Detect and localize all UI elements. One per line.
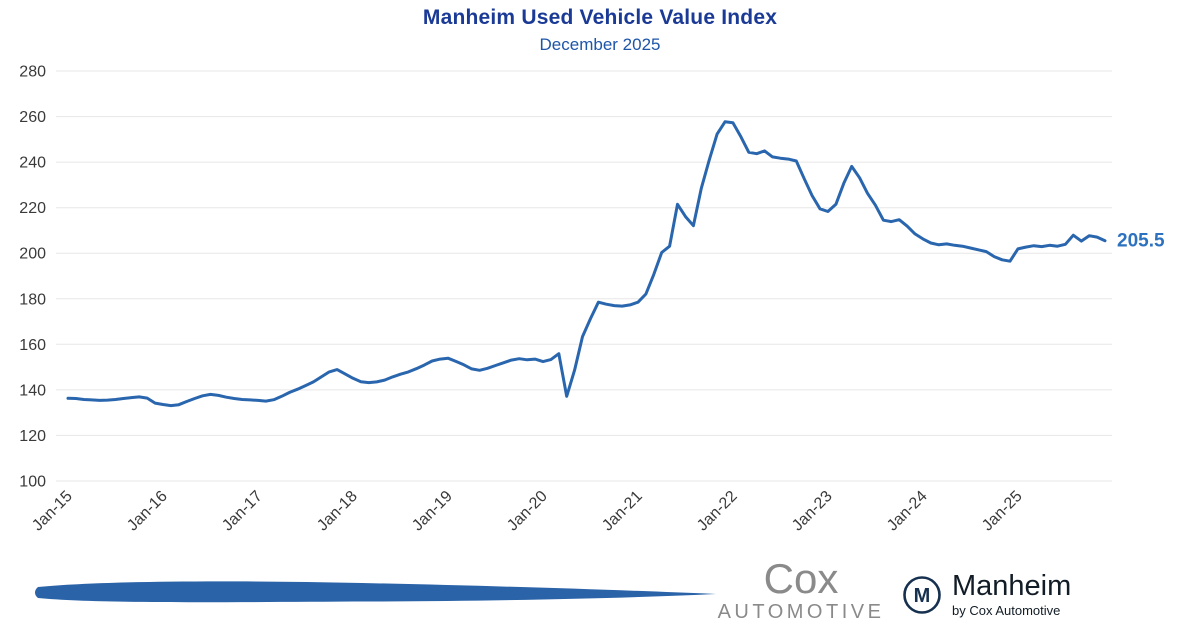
svg-text:140: 140 [19, 382, 46, 399]
chart-header: Manheim Used Vehicle Value Index Decembe… [0, 6, 1200, 55]
svg-text:Jan-25: Jan-25 [979, 488, 1026, 535]
svg-text:Jan-16: Jan-16 [124, 488, 171, 535]
svg-text:Jan-17: Jan-17 [219, 488, 266, 535]
svg-text:Jan-20: Jan-20 [504, 488, 551, 535]
svg-text:Jan-23: Jan-23 [789, 488, 836, 535]
manheim-monogram-letter: M [914, 585, 931, 607]
svg-text:Jan-19: Jan-19 [409, 488, 456, 535]
chart-subtitle: December 2025 [539, 35, 661, 54]
svg-text:Jan-24: Jan-24 [884, 488, 931, 535]
manheim-logo: M Manheim by Cox Automotive [901, 572, 1071, 618]
svg-text:220: 220 [19, 200, 46, 217]
x-axis-labels: Jan-15 Jan-16 Jan-17 Jan-18 Jan-19 Jan-20 Jan-… [29, 488, 1026, 535]
index-line [66, 120, 1107, 408]
svg-text:120: 120 [19, 428, 46, 445]
cox-automotive-label: AUTOMOTIVE [717, 601, 885, 623]
manheim-wordmark: Manheim [952, 570, 1072, 602]
chart-title: Manheim Used Vehicle Value Index [422, 6, 778, 29]
svg-text:Jan-15: Jan-15 [29, 488, 76, 535]
svg-text:Jan-22: Jan-22 [694, 488, 741, 535]
svg-text:Jan-18: Jan-18 [314, 488, 361, 535]
gridlines [56, 70, 1112, 482]
svg-text:280: 280 [19, 64, 46, 81]
svg-text:180: 180 [19, 291, 46, 308]
svg-text:160: 160 [19, 337, 46, 354]
svg-text:100: 100 [19, 474, 46, 491]
footer: Cox AUTOMOTIVE M Manheim by Cox Automoti… [0, 556, 1200, 630]
manheim-tagline: by Cox Automotive [952, 603, 1061, 618]
cox-automotive-logo: Cox AUTOMOTIVE [716, 558, 886, 624]
cox-wordmark: Cox [763, 555, 839, 602]
svg-text:200: 200 [19, 246, 46, 263]
svg-text:260: 260 [19, 109, 46, 126]
brush-stroke-graphic [35, 581, 716, 603]
svg-text:Jan-21: Jan-21 [599, 488, 646, 535]
svg-text:240: 240 [19, 155, 46, 172]
manheim-monogram-icon: M [903, 576, 941, 614]
end-value-label: 205.5 [1117, 231, 1165, 252]
y-axis-labels: 100 120 140 160 180 200 220 240 260 280 [19, 64, 46, 491]
